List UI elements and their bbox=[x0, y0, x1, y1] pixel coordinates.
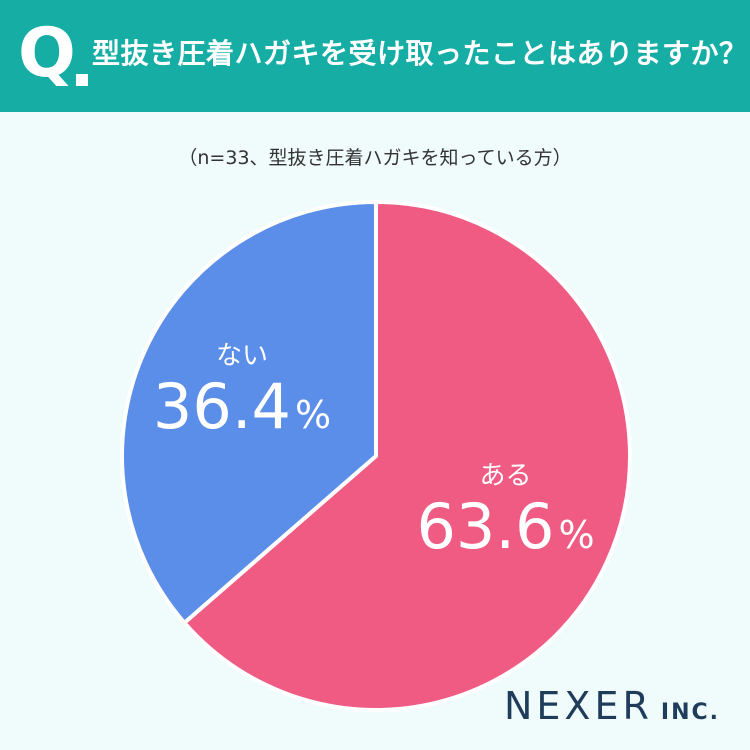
slice-value-aru: 63.6% bbox=[416, 489, 595, 570]
pie-slice-aru bbox=[182, 200, 632, 712]
slice-label-nai: ない 36.4% bbox=[153, 340, 331, 450]
slice-name-aru: ある bbox=[479, 460, 532, 491]
logo-suffix: INC. bbox=[660, 700, 720, 725]
q-dot bbox=[76, 74, 88, 86]
q-badge: Q bbox=[14, 14, 96, 96]
nexer-logo: NEXER INC. bbox=[504, 684, 720, 728]
slice-value-nai: 36.4% bbox=[152, 369, 332, 450]
pie-slice-nai bbox=[120, 200, 378, 625]
slice-number-nai: 36.4 bbox=[152, 369, 291, 443]
slice-number-aru: 63.6 bbox=[416, 489, 555, 563]
question-text: 型抜き圧着ハガキを受け取ったことはありますか？ bbox=[92, 37, 748, 70]
slice-name-nai: ない bbox=[215, 340, 268, 371]
slice-label-aru: ある 63.6% bbox=[416, 460, 594, 570]
sample-note: （n=33、型抜き圧着ハガキを知っている方） bbox=[178, 147, 572, 169]
slice-unit-aru: % bbox=[558, 512, 595, 557]
q-letter: Q bbox=[18, 14, 76, 93]
logo-name: NEXER bbox=[504, 684, 653, 728]
question-header: Q 型抜き圧着ハガキを受け取ったことはありますか？ bbox=[0, 0, 750, 112]
slice-unit-nai: % bbox=[294, 392, 332, 437]
